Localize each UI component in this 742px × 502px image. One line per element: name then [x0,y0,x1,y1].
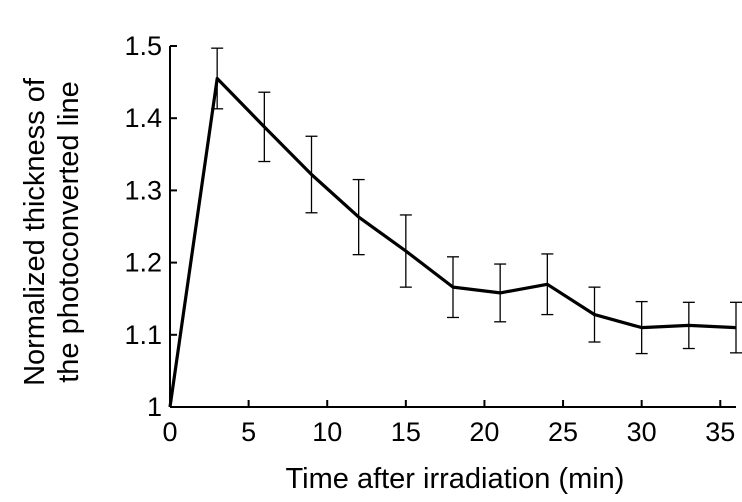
y-tick-label: 1.2 [124,248,162,278]
x-tick-label: 0 [162,417,177,447]
series [168,76,737,408]
y-axis-label-line2: the photoconverted line [53,81,85,383]
y-tick-label: 1.3 [124,175,162,205]
series-line [168,76,737,408]
x-tick-label: 20 [469,417,499,447]
x-tick-label: 15 [391,417,421,447]
y-axis-label-group: Normalized thickness of the photoconvert… [19,77,85,386]
x-axis-label: Time after irradiation (min) [286,463,625,495]
x-tick-label: 5 [241,417,256,447]
x-tick-label: 35 [705,417,735,447]
y-tick-label: 1.5 [124,31,162,61]
y-tick-label: 1.4 [124,103,162,133]
tick-labels: 1 1.1 1.2 1.3 1.4 1.5 0 5 10 15 20 25 30 35 [124,31,735,447]
x-tick-label: 25 [548,417,578,447]
y-tick-label: 1.1 [124,320,162,350]
error-bars [211,47,742,355]
y-tick-label: 1 [147,392,162,422]
axes [169,45,736,408]
x-tick-label: 10 [312,417,342,447]
x-tick-label: 30 [627,417,657,447]
y-axis-label-line1: Normalized thickness of [19,77,51,386]
